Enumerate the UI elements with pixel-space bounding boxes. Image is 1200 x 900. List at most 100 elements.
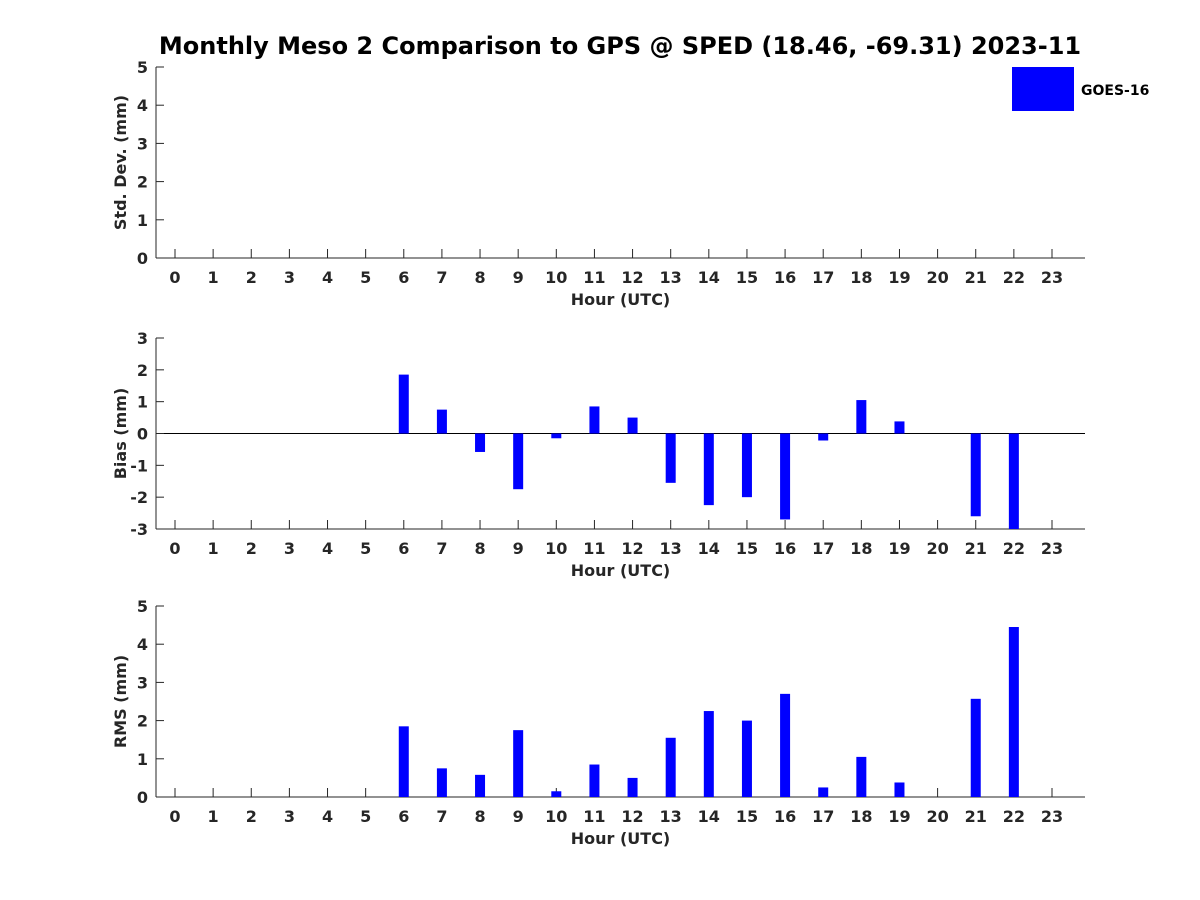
x-tick-label: 17 [812, 807, 834, 826]
bar-hour-19 [894, 421, 905, 434]
bar-hour-10 [551, 791, 562, 797]
y-tick-label: 0 [137, 249, 148, 268]
bar-hour-6 [398, 374, 409, 434]
x-tick-label: 2 [246, 539, 257, 558]
y-tick-label: -3 [130, 520, 148, 539]
bar-hour-13 [665, 433, 676, 483]
y-tick-label: -2 [130, 488, 148, 507]
y-tick-label: 5 [137, 597, 148, 616]
x-tick-label: 8 [474, 807, 485, 826]
bar-hour-17 [818, 787, 829, 797]
legend: GOES-16 [1012, 67, 1149, 111]
x-tick-label: 16 [774, 539, 796, 558]
x-tick-label: 12 [621, 268, 643, 287]
y-tick-label: 0 [137, 788, 148, 807]
y-tick-label: 1 [137, 393, 148, 412]
x-tick-label: 2 [246, 807, 257, 826]
bar-hour-16 [780, 433, 791, 520]
x-tick-label: 11 [583, 539, 605, 558]
y-tick-label: 3 [137, 134, 148, 153]
x-tick-label: 9 [513, 807, 524, 826]
x-tick-label: 13 [660, 807, 682, 826]
y-axis-label: Bias (mm) [111, 388, 130, 480]
bar-hour-8 [475, 774, 486, 797]
x-tick-label: 8 [474, 268, 485, 287]
bar-hour-17 [818, 433, 829, 441]
x-tick-label: 5 [360, 807, 371, 826]
x-tick-label: 15 [736, 539, 758, 558]
bar-hour-18 [856, 400, 867, 434]
y-tick-label: 2 [137, 173, 148, 192]
x-tick-label: 19 [888, 807, 910, 826]
y-axis-label: RMS (mm) [111, 655, 130, 748]
y-tick-label: 4 [137, 635, 148, 654]
x-tick-label: 21 [965, 268, 987, 287]
x-tick-label: 10 [545, 807, 567, 826]
x-tick-label: 7 [436, 807, 447, 826]
bar-hour-14 [703, 433, 714, 506]
x-tick-label: 12 [621, 539, 643, 558]
x-tick-label: 22 [1003, 539, 1025, 558]
x-tick-label: 13 [660, 268, 682, 287]
x-tick-label: 18 [850, 539, 872, 558]
x-tick-label: 11 [583, 807, 605, 826]
x-tick-label: 3 [284, 807, 295, 826]
x-tick-label: 10 [545, 539, 567, 558]
y-tick-label: 3 [137, 673, 148, 692]
bar-hour-13 [665, 737, 676, 797]
x-tick-label: 1 [208, 539, 219, 558]
x-tick-label: 15 [736, 268, 758, 287]
x-tick-label: 0 [169, 539, 180, 558]
x-tick-label: 20 [926, 807, 948, 826]
y-tick-label: 0 [137, 425, 148, 444]
y-tick-label: 4 [137, 96, 148, 115]
y-tick-label: 1 [137, 750, 148, 769]
bar-hour-15 [741, 433, 752, 498]
bar-hour-22 [1008, 627, 1019, 797]
bar-hour-21 [970, 433, 981, 517]
x-tick-label: 22 [1003, 807, 1025, 826]
x-tick-label: 8 [474, 539, 485, 558]
y-tick-label: 3 [137, 329, 148, 348]
x-tick-label: 5 [360, 539, 371, 558]
bar-hour-21 [970, 698, 981, 797]
x-tick-label: 7 [436, 539, 447, 558]
x-tick-label: 9 [513, 268, 524, 287]
y-tick-label: -1 [130, 456, 148, 475]
y-tick-label: 1 [137, 211, 148, 230]
x-tick-label: 21 [965, 539, 987, 558]
bar-hour-11 [589, 406, 600, 434]
bar-hour-16 [780, 693, 791, 797]
bar-hour-9 [513, 433, 524, 490]
x-tick-label: 18 [850, 268, 872, 287]
x-tick-label: 15 [736, 807, 758, 826]
x-tick-label: 1 [208, 807, 219, 826]
x-tick-label: 22 [1003, 268, 1025, 287]
x-tick-label: 6 [398, 539, 409, 558]
bar-hour-22 [1008, 433, 1019, 529]
x-tick-label: 14 [698, 807, 720, 826]
x-tick-label: 13 [660, 539, 682, 558]
x-tick-label: 14 [698, 539, 720, 558]
x-tick-label: 4 [322, 268, 333, 287]
x-tick-label: 2 [246, 268, 257, 287]
x-tick-label: 7 [436, 268, 447, 287]
x-tick-label: 17 [812, 268, 834, 287]
x-tick-label: 9 [513, 539, 524, 558]
x-tick-label: 6 [398, 268, 409, 287]
legend-swatch [1012, 67, 1074, 111]
bar-hour-7 [436, 768, 447, 797]
x-tick-label: 11 [583, 268, 605, 287]
x-tick-label: 12 [621, 807, 643, 826]
x-axis-label: Hour (UTC) [571, 561, 671, 580]
x-tick-label: 18 [850, 807, 872, 826]
x-axis-label: Hour (UTC) [571, 290, 671, 309]
bar-hour-18 [856, 756, 867, 797]
bar-hour-12 [627, 777, 638, 797]
bar-hour-19 [894, 782, 905, 797]
x-tick-label: 20 [926, 268, 948, 287]
